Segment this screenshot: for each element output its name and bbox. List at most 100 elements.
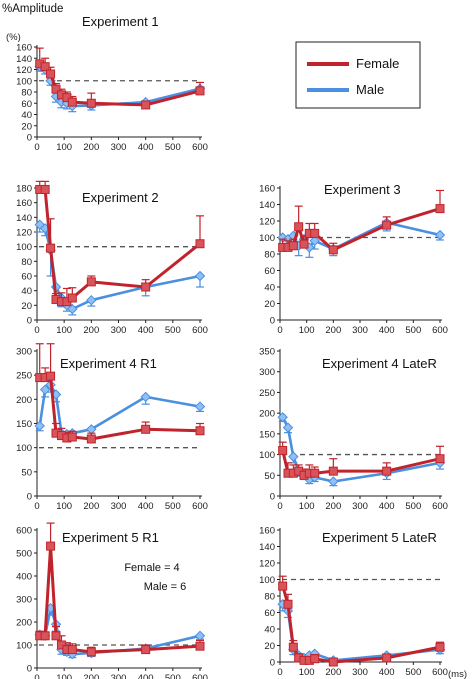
y-tick-label: 400 (16, 572, 32, 583)
y-tick-label: 500 (16, 549, 32, 560)
male-point (328, 476, 339, 487)
female-point (195, 426, 205, 436)
male-point (282, 422, 294, 433)
female-point (40, 62, 50, 72)
y-tick-label: 100 (16, 443, 32, 454)
female-point (435, 642, 445, 652)
y-tick-label: 80 (21, 257, 32, 268)
chart-title: Experiment 1 (82, 14, 159, 29)
y-tick-label: 140 (16, 54, 32, 65)
x-tick-label: 300 (352, 667, 368, 678)
y-tick-label: 150 (16, 419, 32, 430)
male-point (277, 412, 288, 423)
chart-annotation: Female = 4 (124, 562, 179, 574)
x-tick-label: 300 (352, 501, 368, 512)
y-tick-label: 40 (264, 625, 275, 636)
female-series (35, 47, 205, 110)
female-point (141, 645, 151, 655)
male-series (34, 219, 206, 316)
female-series (278, 189, 445, 255)
x-tick-label: 300 (111, 501, 127, 512)
y-tick-label: 200 (259, 409, 275, 420)
x-tick-label: 200 (83, 142, 99, 153)
y-tick-label: 160 (16, 198, 32, 209)
y-tick-label: 120 (16, 228, 32, 239)
y-tick-label: 50 (264, 471, 275, 482)
female-series (35, 180, 205, 307)
x-tick-label: 200 (325, 325, 341, 336)
x-tick-label: 400 (138, 325, 154, 336)
x-tick-label: 200 (325, 501, 341, 512)
chart-title: Experiment 5 LateR (322, 530, 437, 545)
female-point (435, 204, 445, 214)
female-point (86, 647, 96, 657)
x-tick-label: 100 (56, 673, 72, 679)
female-point (195, 239, 205, 249)
female-point (46, 541, 56, 551)
x-tick-label: 200 (83, 501, 99, 512)
x-tick-label: 100 (299, 501, 315, 512)
x-tick-label: 500 (165, 501, 181, 512)
male-point (434, 229, 446, 241)
y-tick-label: 80 (21, 88, 32, 99)
legend-box (295, 41, 421, 109)
female-series (35, 522, 205, 657)
male-point (67, 303, 78, 315)
female-point (56, 640, 66, 650)
x-tick-label: 400 (379, 501, 395, 512)
y-tick-label: 140 (259, 200, 275, 211)
y-tick-label: 60 (21, 272, 32, 283)
y-tick-label: 250 (259, 388, 275, 399)
y-tick-label: 50 (21, 467, 32, 478)
male-point (34, 420, 45, 432)
y-tick-label: 0 (270, 492, 275, 503)
female-point (382, 653, 392, 663)
y-tick-label: 80 (264, 250, 275, 261)
x-tick-label: 600 (432, 325, 448, 336)
x-tick-label: 0 (34, 501, 39, 512)
female-point (435, 454, 445, 464)
female-point (141, 100, 151, 110)
y-tick-label: 180 (16, 184, 32, 195)
x-tick-label: 200 (325, 667, 341, 678)
x-tick-label: 100 (299, 667, 315, 678)
female-point (195, 641, 205, 651)
male-point (39, 384, 51, 395)
female-series (278, 441, 445, 480)
x-tick-label: 500 (405, 325, 421, 336)
female-point (40, 631, 50, 641)
chart-panel-5: 0 50 100 150 200 250 300 350 0 100 200 300 400 500 600… (259, 347, 448, 513)
female-point (86, 277, 96, 287)
y-tick-label: 600 (16, 526, 32, 537)
y-tick-label: 0 (27, 316, 32, 327)
legend-male-label: Male (356, 82, 384, 97)
female-point (67, 645, 77, 655)
male-point (288, 451, 299, 462)
y-tick-label: 100 (16, 242, 32, 253)
female-line (39, 374, 201, 441)
y-tick-label: 160 (16, 43, 32, 54)
female-series (35, 343, 205, 444)
chart-panel-6: 0 100 200 300 400 500 600 0 100 200 300 400 500 600 Ex… (16, 522, 208, 679)
y-tick-label: 20 (21, 121, 32, 132)
y-tick-label: 100 (16, 641, 32, 652)
female-point (294, 222, 304, 232)
y-unit-label: (%) (6, 32, 21, 43)
y-tick-label: 200 (16, 395, 32, 406)
y-tick-label: 100 (259, 233, 275, 244)
y-tick-label: 120 (259, 217, 275, 228)
chart-annotation: Male = 6 (144, 581, 187, 593)
female-point (86, 434, 96, 444)
y-tick-label: 0 (27, 492, 32, 503)
female-point (141, 282, 151, 292)
female-point (310, 654, 320, 664)
y-tick-label: 120 (259, 559, 275, 570)
y-tick-label: 80 (264, 592, 275, 603)
x-tick-label: 300 (352, 325, 368, 336)
x-tick-label: 300 (111, 142, 127, 153)
y-tick-label: 60 (264, 608, 275, 619)
female-point (310, 468, 320, 478)
female-line (281, 585, 441, 664)
x-tick-label: 400 (138, 673, 154, 679)
